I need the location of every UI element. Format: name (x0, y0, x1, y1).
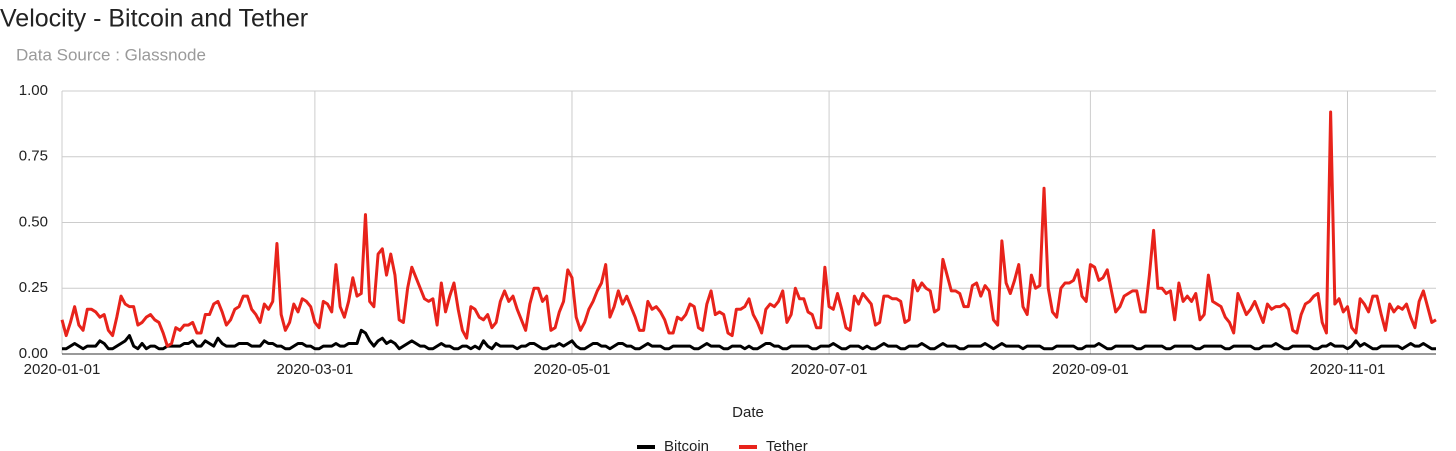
x-tick-label: 2020-07-01 (791, 361, 868, 378)
x-tick-label: 2020-03-01 (277, 361, 354, 378)
x-tick-label: 2020-05-01 (534, 361, 611, 378)
x-tick-label: 2020-11-01 (1310, 361, 1386, 378)
chart-subtitle: Data Source : Glassnode (16, 45, 206, 64)
y-tick-label: 1.00 (19, 82, 48, 99)
data-line (62, 328, 1436, 351)
legend-label: Tether (766, 438, 808, 451)
legend-label: Bitcoin (664, 438, 709, 451)
y-tick-label: 0.50 (19, 213, 48, 230)
x-tick-label: 2020-01-01 (24, 361, 101, 378)
y-tick-label: 0.75 (19, 148, 48, 165)
x-axis-title: Date (732, 404, 764, 421)
chart-title: Velocity - Bitcoin and Tether (0, 5, 308, 33)
data-line (60, 110, 1437, 348)
y-tick-label: 0.00 (19, 345, 48, 362)
x-tick-label: 2020-09-01 (1052, 361, 1129, 378)
y-tick-label: 0.25 (19, 279, 48, 296)
